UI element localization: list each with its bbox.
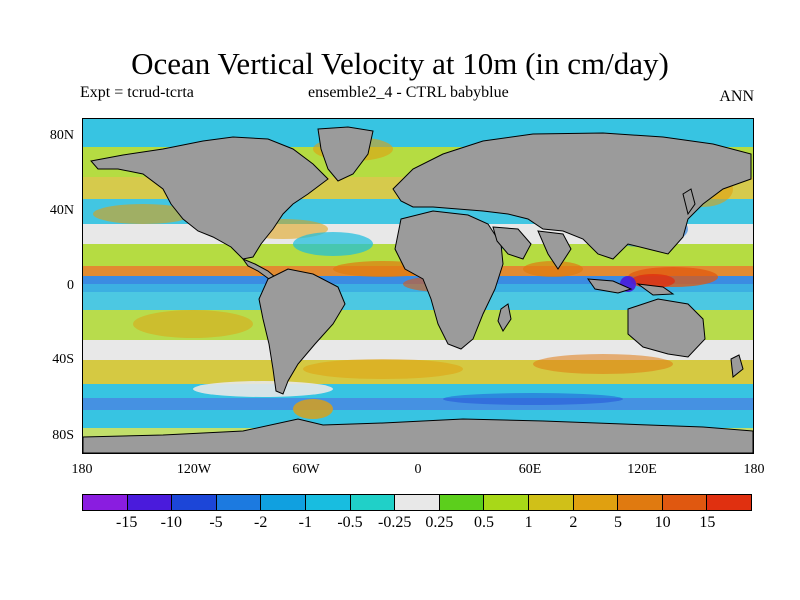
colorbar-box [573,495,619,510]
lon-tick-180e: 180 [743,462,765,477]
ensemble-label: ensemble2_4 - CTRL babyblue [308,84,509,101]
season-label: ANN [719,88,754,105]
colorbar-label: -10 [160,514,182,531]
colorbar-box [395,495,440,510]
colorbar-label: -5 [209,514,223,531]
velocity-map [83,119,753,453]
colorbar-box [662,495,708,510]
colorbar-label: -0.25 [377,514,412,531]
lat-tick-0: 0 [67,278,74,293]
colorbar-label: 0.5 [474,514,494,531]
land-masses [83,126,753,453]
lat-tick-80s: 80S [52,428,74,443]
map-plot [82,118,754,454]
lon-tick-180w: 180 [71,462,93,477]
lat-tick-40n: 40N [49,203,74,218]
colorbar-label: 5 [614,514,622,531]
map-title: Ocean Vertical Velocity at 10m (in cm/da… [131,46,669,81]
lon-tick-0: 0 [414,462,422,477]
colorbar-box [350,495,396,510]
colorbar-label: 2 [569,514,578,531]
colorbar-box [618,495,663,510]
colorbar-box [172,495,217,510]
colorbar-label: -2 [253,514,268,531]
colorbar-box [83,495,128,510]
colorbar-box [528,495,574,510]
colorbar-label: -1 [298,514,312,531]
lon-tick-60w: 60W [292,462,320,477]
lon-tick-120w: 120W [176,462,212,477]
colorbar-box [484,495,529,510]
colorbar-box [216,495,262,510]
lat-tick-40s: 40S [52,352,74,367]
colorbar-label: -15 [115,514,138,531]
colorbar-box [439,495,485,510]
colorbar-label: 10 [654,514,671,531]
colorbar-box [707,495,751,510]
colorbar-label: -0.5 [337,514,363,531]
experiment-label: Expt = tcrud-tcrta [80,84,194,101]
colorbar-label: 0.25 [425,514,454,531]
colorbar [82,494,752,511]
colorbar-box [261,495,306,510]
lon-tick-60e: 60E [518,462,542,477]
colorbar-box [305,495,351,510]
lon-tick-120e: 120E [627,462,657,477]
colorbar-label: 1 [524,514,533,531]
lat-tick-80n: 80N [49,128,74,143]
colorbar-box [127,495,173,510]
colorbar-label: 15 [699,514,716,531]
